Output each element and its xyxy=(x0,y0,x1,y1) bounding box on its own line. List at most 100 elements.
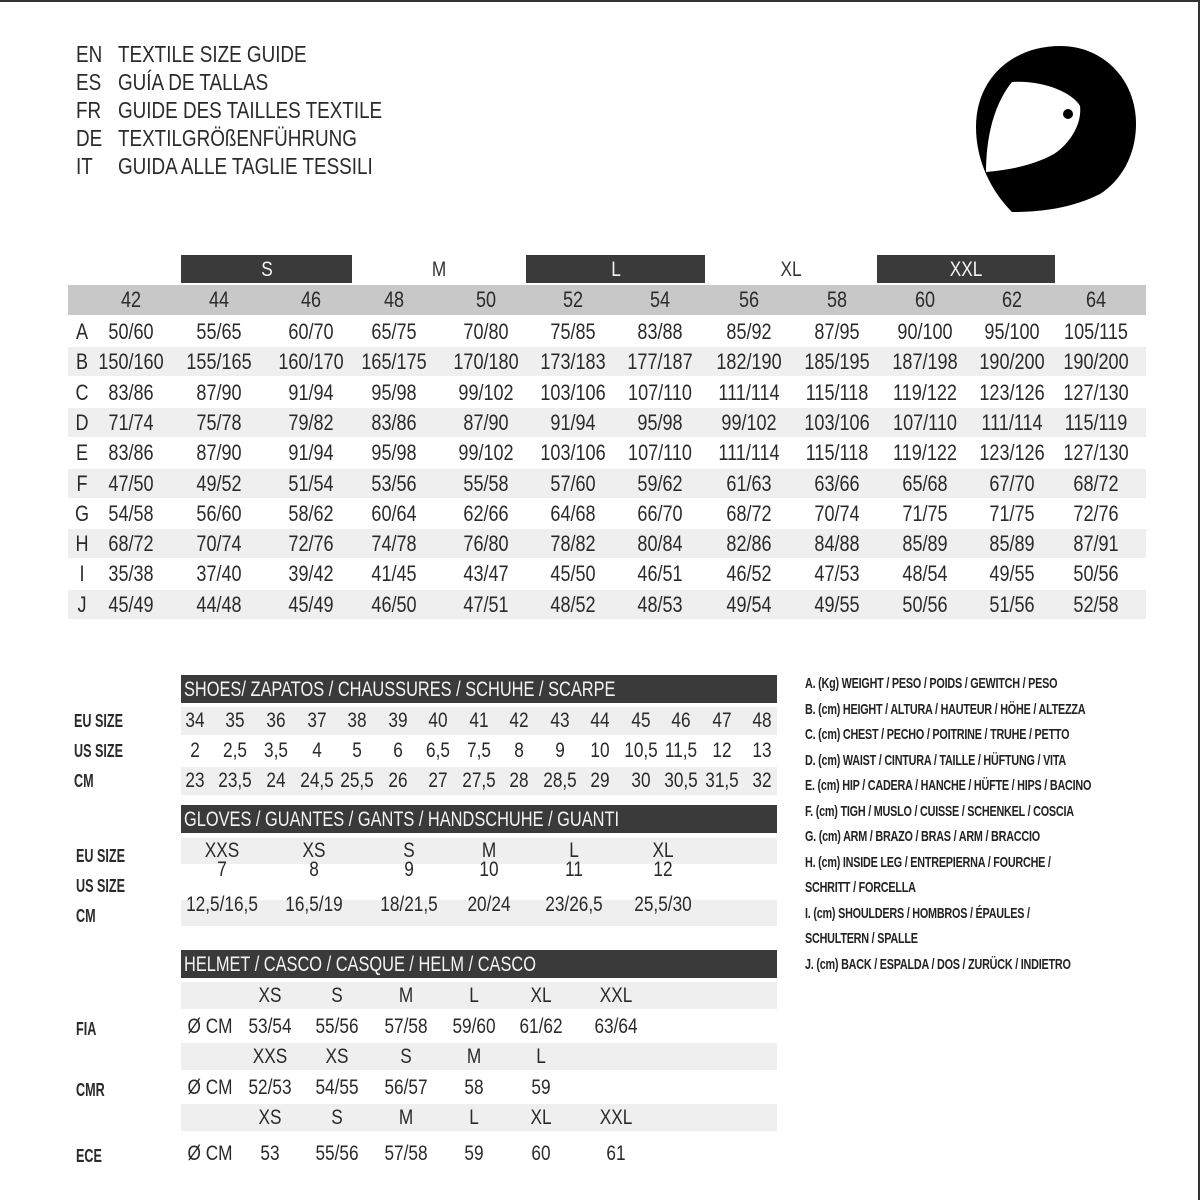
table-cell: 119/122 xyxy=(893,379,957,405)
row-stripe xyxy=(181,1104,777,1131)
table-cell: 56/57 xyxy=(384,1076,428,1099)
title-text: GUIDE DES TAILLES TEXTILE xyxy=(118,97,383,123)
table-cell: 103/106 xyxy=(804,409,870,435)
shoes-header: SHOES/ ZAPATOS / CHAUSSURES / SCHUHE / S… xyxy=(181,675,777,703)
row-label: CMR xyxy=(76,1080,105,1100)
table-cell: 63/66 xyxy=(814,470,860,496)
size-cell: S xyxy=(400,1045,412,1068)
table-cell: 28,5 xyxy=(543,769,577,792)
legend-item: A. (Kg) WEIGHT / PESO / POIDS / GEWITCH … xyxy=(805,675,1058,692)
table-cell: 74/78 xyxy=(371,531,417,557)
table-cell: 28 xyxy=(509,769,529,792)
table-cell: 95/98 xyxy=(371,440,417,466)
column-header-row xyxy=(68,285,1146,315)
table-cell: 55/58 xyxy=(463,470,509,496)
size-band-label: S xyxy=(260,258,273,281)
table-cell: 48 xyxy=(752,709,772,732)
table-cell: 99/102 xyxy=(721,409,777,435)
table-cell: 52/53 xyxy=(248,1076,292,1099)
table-cell: 87/90 xyxy=(196,379,242,405)
table-cell: XL xyxy=(652,839,674,862)
size-cell: L xyxy=(469,1106,479,1129)
table-cell: 95/100 xyxy=(984,319,1040,344)
column-header: 42 xyxy=(120,287,142,312)
table-cell: 105/115 xyxy=(1064,319,1128,344)
language-code: ES xyxy=(76,69,102,95)
table-cell: 6 xyxy=(393,739,403,762)
table-cell: 115/118 xyxy=(805,440,869,466)
table-cell: 45/49 xyxy=(288,591,334,617)
row-stripe xyxy=(181,838,777,864)
table-cell: 66/70 xyxy=(637,500,683,526)
table-cell: 39 xyxy=(388,709,408,732)
table-cell: 39/42 xyxy=(288,561,334,587)
section-title: HELMET / CASCO / CASQUE / HELM / CASCO xyxy=(184,953,536,976)
table-cell: 46/50 xyxy=(371,591,417,617)
table-cell: 83/86 xyxy=(371,409,417,435)
table-cell: 85/92 xyxy=(726,319,772,344)
table-cell: 42 xyxy=(509,709,529,732)
table-cell: 10 xyxy=(590,739,610,762)
column-header: 50 xyxy=(475,287,497,312)
legend-item: SCHULTERN / SPALLE xyxy=(805,930,918,947)
table-cell: 57/60 xyxy=(550,470,596,496)
table-cell: 9 xyxy=(555,739,565,762)
table-cell: 47/53 xyxy=(814,561,860,587)
column-header: 60 xyxy=(914,287,936,312)
row-stripe xyxy=(181,982,777,1009)
table-cell: 8 xyxy=(309,858,319,881)
row-label: D xyxy=(75,409,89,435)
legend-item: E. (cm) HIP / CADERA / HANCHE / HÜFTE / … xyxy=(805,777,1092,794)
column-header: 58 xyxy=(826,287,848,312)
table-cell: 25,5/30 xyxy=(634,893,692,916)
table-cell: XXS xyxy=(204,839,240,862)
gloves-header: GLOVES / GUANTES / GANTS / HANDSCHUHE / … xyxy=(181,805,777,833)
table-cell: 60 xyxy=(531,1142,551,1165)
row-stripe xyxy=(181,707,777,735)
table-cell: 24 xyxy=(266,769,286,792)
size-band-label: L xyxy=(610,258,621,281)
table-cell: 48/52 xyxy=(550,591,596,617)
table-cell: 53/56 xyxy=(371,470,417,496)
helmet-header: HELMET / CASCO / CASQUE / HELM / CASCO xyxy=(181,950,777,978)
table-cell: 46/52 xyxy=(726,561,772,587)
table-cell: 3,5 xyxy=(264,739,288,762)
column-header: 48 xyxy=(383,287,405,312)
row-label: EU SIZE xyxy=(74,711,124,731)
size-cell: XXL xyxy=(599,1106,633,1129)
table-cell: 68/72 xyxy=(108,531,154,557)
table-cell: 63/64 xyxy=(594,1015,638,1038)
table-cell: 67/70 xyxy=(989,470,1035,496)
row-label: E xyxy=(75,440,89,466)
column-header: 46 xyxy=(300,287,322,312)
table-cell: 185/195 xyxy=(804,349,870,375)
table-cell: 30,5 xyxy=(664,769,698,792)
column-header: 54 xyxy=(649,287,671,312)
size-cell: M xyxy=(398,984,414,1007)
table-cell: 111/114 xyxy=(718,379,780,405)
table-cell: 58/62 xyxy=(288,500,334,526)
table-cell: 4 xyxy=(312,739,322,762)
table-cell: 7,5 xyxy=(467,739,491,762)
table-cell: 59 xyxy=(531,1076,551,1099)
row-label: B xyxy=(75,349,89,375)
row-label: A xyxy=(75,319,89,344)
table-cell: 11,5 xyxy=(664,739,698,762)
table-cell: 29 xyxy=(590,769,610,792)
table-cell: 107/110 xyxy=(628,379,692,405)
table-cell: 44 xyxy=(590,709,610,732)
table-cell: 12 xyxy=(653,858,673,881)
table-cell: 82/86 xyxy=(726,531,772,557)
row-label: H xyxy=(75,531,89,557)
size-cell: M xyxy=(398,1106,414,1129)
table-cell: 37/40 xyxy=(196,561,242,587)
table-cell: 25,5 xyxy=(340,769,374,792)
table-cell: 44/48 xyxy=(196,591,242,617)
size-cell: XXL xyxy=(599,984,633,1007)
table-cell: 76/80 xyxy=(463,531,509,557)
table-cell: 123/126 xyxy=(979,440,1045,466)
table-cell: 123/126 xyxy=(979,379,1045,405)
table-cell: 103/106 xyxy=(540,379,606,405)
table-cell: 79/82 xyxy=(288,409,334,435)
table-cell: 35/38 xyxy=(108,561,154,587)
